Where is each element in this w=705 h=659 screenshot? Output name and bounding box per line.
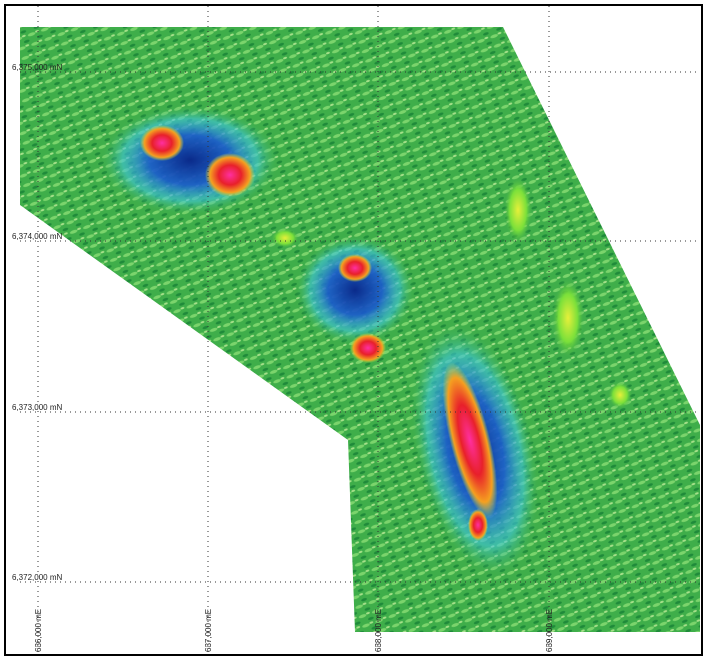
- northing-label: 6,373,000 mN: [12, 403, 62, 412]
- easting-label: 636,000 mE: [34, 609, 43, 652]
- northing-label: 6,375,000 mN: [12, 63, 62, 72]
- map: 6,375,000 mN 6,374,000 mN 6,373,000 mN 6,37…: [0, 0, 705, 659]
- easting-label: 638,000 mE: [374, 609, 383, 652]
- northing-label: 6,372,000 mN: [12, 573, 62, 582]
- easting-label: 637,000 mE: [204, 609, 213, 652]
- page: 6,375,000 mN 6,374,000 mN 6,373,000 mN 6,37…: [0, 0, 705, 659]
- easting-label: 639,000 mE: [545, 609, 554, 652]
- northing-label: 6,374,000 mN: [12, 232, 62, 241]
